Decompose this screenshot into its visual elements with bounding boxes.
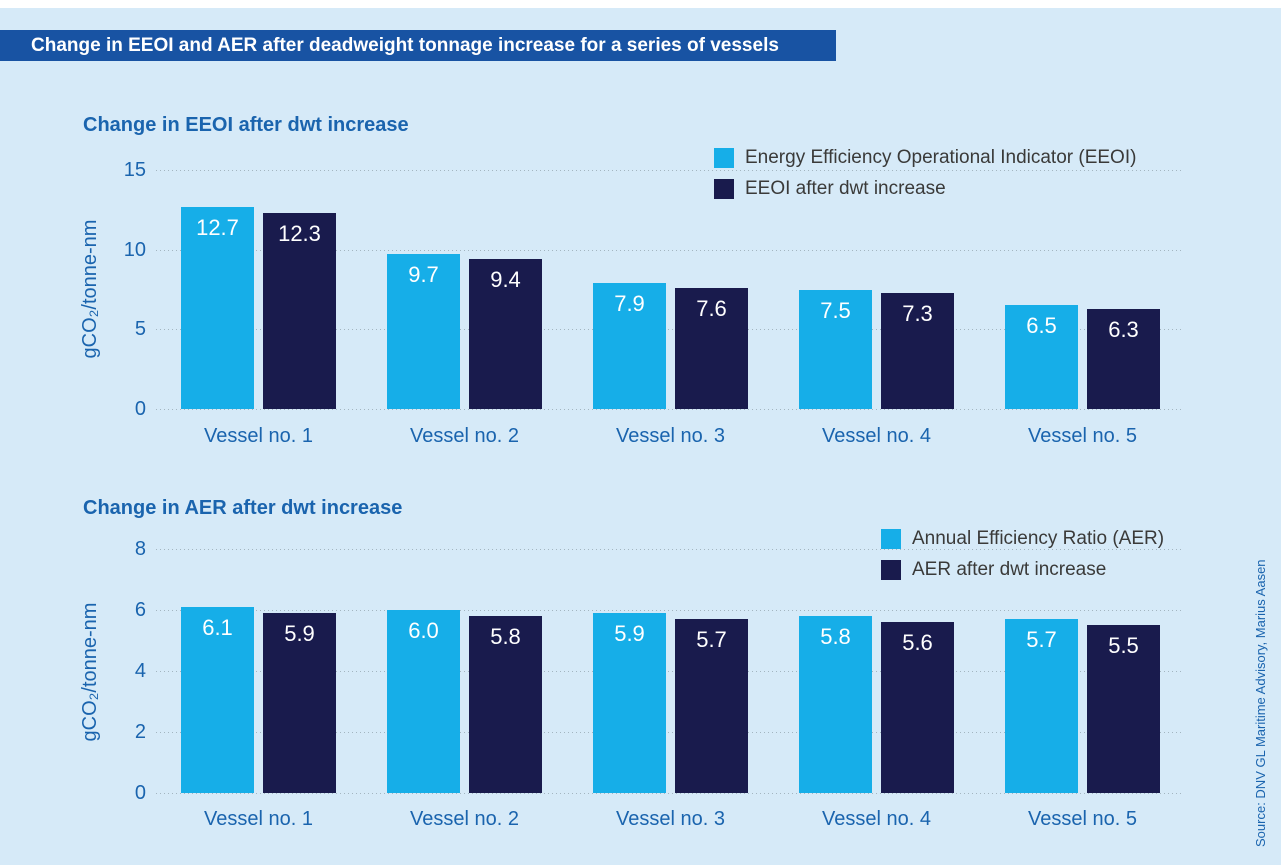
x-axis-label: Vessel no. 5 [1028, 425, 1137, 447]
bar-value-label: 6.5 [1026, 313, 1057, 339]
bar-value-label: 6.1 [202, 614, 233, 640]
gridline [156, 610, 1182, 611]
bar-value-label: 5.7 [696, 627, 727, 653]
legend-row: Energy Efficiency Operational Indicator … [714, 147, 1136, 169]
bar [881, 292, 954, 409]
legend-swatch [714, 179, 734, 199]
x-axis-label: Vessel no. 2 [410, 425, 519, 447]
legend-row: AER after dwt increase [881, 559, 1106, 581]
bar [181, 606, 254, 793]
legend-label: Energy Efficiency Operational Indicator … [745, 147, 1137, 168]
bar-value-label: 9.7 [408, 262, 439, 288]
x-axis-label: Vessel no. 1 [204, 425, 313, 447]
y-axis-tick-label: 15 [123, 159, 146, 181]
bar [263, 613, 336, 793]
bar-value-label: 5.5 [1108, 633, 1139, 659]
x-axis-label: Vessel no. 5 [1028, 808, 1137, 830]
legend-label: EEOI after dwt increase [745, 178, 946, 199]
bar-value-label: 5.9 [614, 621, 645, 647]
legend-label: AER after dwt increase [912, 559, 1107, 580]
bar [1087, 308, 1160, 409]
bar-value-label: 12.3 [278, 221, 321, 247]
bar-value-label: 12.7 [196, 214, 239, 240]
bar [263, 213, 336, 409]
y-axis-tick-label: 0 [134, 398, 146, 420]
legend-row: EEOI after dwt increase [714, 178, 946, 200]
bar-value-label: 5.6 [902, 630, 933, 656]
gridline [156, 409, 1182, 410]
legend-swatch [881, 529, 901, 549]
bar-value-label: 5.7 [1026, 627, 1057, 653]
gridline [156, 329, 1182, 331]
chart-title-aer: Change in AER after dwt increase [83, 497, 403, 519]
x-axis-label: Vessel no. 3 [616, 425, 725, 447]
bar [593, 613, 666, 793]
bar [675, 619, 748, 793]
y-axis-tick-label: 10 [123, 238, 146, 261]
source-note: Source: DNV GL Maritime Advisory, Marius… [1253, 559, 1268, 847]
y-axis-tick-label: 0 [134, 782, 146, 804]
bar [387, 254, 460, 409]
gridline [156, 793, 1182, 794]
bar [1087, 625, 1160, 793]
bar-value-label: 7.5 [820, 297, 851, 323]
bar [881, 622, 954, 793]
bar-value-label: 6.3 [1108, 316, 1139, 342]
y-axis-tick-label: 5 [134, 318, 146, 341]
x-axis-label: Vessel no. 4 [822, 808, 931, 830]
chart-title-eeoi: Change in EEOI after dwt increase [83, 114, 409, 136]
y-axis-tick-label: 6 [134, 599, 146, 621]
bar [799, 289, 872, 409]
legend-swatch [881, 560, 901, 580]
x-axis-label: Vessel no. 3 [616, 808, 725, 830]
bar-value-label: 7.3 [902, 300, 933, 326]
x-axis-label: Vessel no. 2 [410, 808, 519, 830]
bar-value-label: 7.6 [696, 295, 727, 321]
gridline [156, 170, 1182, 171]
bar [469, 259, 542, 409]
bar [675, 287, 748, 409]
bar-value-label: 7.9 [614, 291, 645, 317]
gridline [156, 671, 1182, 672]
bar-value-label: 9.4 [490, 267, 521, 293]
x-axis-label: Vessel no. 4 [822, 425, 931, 447]
x-axis-label: Vessel no. 1 [204, 808, 313, 830]
gridline [156, 549, 1182, 550]
bar-value-label: 5.9 [284, 621, 315, 647]
bar [181, 206, 254, 409]
y-axis-tick-label: 4 [134, 660, 146, 682]
bar-value-label: 5.8 [490, 624, 521, 650]
bar [1005, 619, 1078, 793]
legend-row: Annual Efficiency Ratio (AER) [881, 528, 1164, 550]
y-axis-tick-label: 8 [134, 538, 146, 560]
bar [593, 283, 666, 409]
bar [799, 616, 872, 793]
bar [1005, 305, 1078, 409]
bar-value-label: 6.0 [408, 618, 439, 643]
legend-swatch [714, 148, 734, 168]
gridline [156, 249, 1182, 251]
bar [469, 616, 542, 793]
bar-value-label: 5.8 [820, 624, 851, 650]
legend-label: Annual Efficiency Ratio (AER) [912, 528, 1165, 549]
banner-title: Change in EEOI and AER after deadweight … [31, 35, 779, 56]
banner: Change in EEOI and AER after deadweight … [0, 30, 836, 61]
gridline [156, 732, 1182, 733]
bar [387, 610, 460, 793]
y-axis-tick-label: 2 [134, 721, 146, 743]
